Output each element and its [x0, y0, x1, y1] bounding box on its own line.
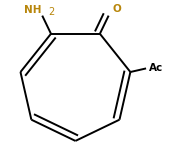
Text: Ac: Ac: [149, 63, 163, 73]
Text: 2: 2: [48, 7, 54, 17]
Text: NH: NH: [24, 5, 41, 15]
Text: O: O: [113, 4, 121, 14]
